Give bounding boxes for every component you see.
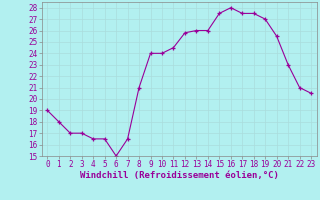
X-axis label: Windchill (Refroidissement éolien,°C): Windchill (Refroidissement éolien,°C)	[80, 171, 279, 180]
